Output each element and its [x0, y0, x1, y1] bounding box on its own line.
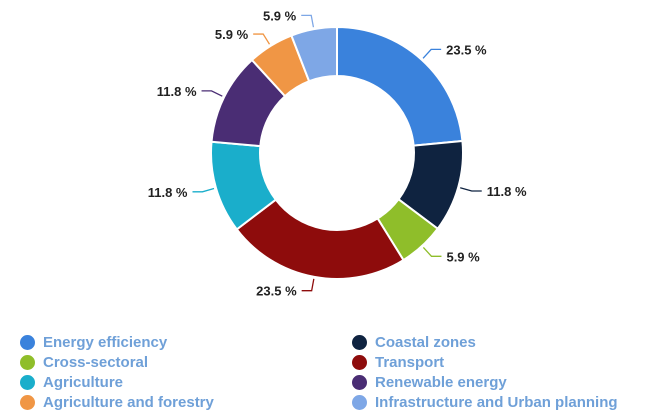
legend-swatch	[352, 374, 367, 390]
legend-label: Transport	[375, 353, 445, 371]
legend-swatch	[352, 394, 367, 410]
legend-swatch	[352, 354, 367, 370]
data-label-coastal-zones: 11.8 %	[487, 184, 527, 199]
slice-infrastructure-and-urban-planning[interactable]	[290, 25, 338, 83]
legend-swatch	[20, 394, 35, 410]
leader-line-agriculture-and-forestry	[253, 33, 271, 45]
legend-label: Coastal zones	[375, 333, 476, 351]
leader-line-agriculture	[192, 187, 215, 193]
legend-label: Renewable energy	[375, 373, 507, 391]
leader-line-infrastructure-and-urban-planning	[301, 14, 315, 28]
legend-label: Agriculture and forestry	[43, 393, 214, 411]
legend-label: Infrastructure and Urban planning	[375, 393, 618, 411]
data-label-cross-sectoral: 5.9 %	[446, 249, 480, 264]
legend-item-coastal-zones[interactable]: Coastal zones	[352, 332, 476, 352]
legend-item-infrastructure-and-urban-planning[interactable]: Infrastructure and Urban planning	[352, 392, 618, 412]
slice-energy-efficiency[interactable]	[336, 25, 464, 147]
data-label-energy-efficiency: 23.5 %	[446, 42, 487, 57]
data-label-agriculture-and-forestry: 5.9 %	[215, 27, 249, 42]
leader-line-coastal-zones	[460, 187, 482, 192]
legend-item-energy-efficiency[interactable]: Energy efficiency	[20, 332, 167, 352]
legend-swatch	[20, 354, 35, 370]
legend-label: Energy efficiency	[43, 333, 168, 351]
data-label-transport: 23.5 %	[256, 284, 297, 299]
legend-item-cross-sectoral[interactable]: Cross-sectoral	[20, 352, 148, 372]
legend-item-renewable-energy[interactable]: Renewable energy	[352, 372, 507, 392]
leader-line-renewable-energy	[201, 90, 223, 97]
leader-line-cross-sectoral	[422, 247, 442, 257]
legend-item-agriculture[interactable]: Agriculture	[20, 372, 123, 392]
data-label-renewable-energy: 11.8 %	[157, 84, 197, 99]
leader-line-energy-efficiency	[422, 48, 442, 59]
legend: Energy efficiency Coastal zones Cross-se…	[0, 332, 657, 412]
legend-item-agriculture-and-forestry[interactable]: Agriculture and forestry	[20, 392, 214, 412]
leader-line-transport	[301, 278, 315, 292]
legend-label: Cross-sectoral	[43, 353, 149, 371]
data-label-infrastructure-and-urban-planning: 5.9 %	[263, 8, 297, 23]
legend-swatch	[20, 334, 35, 350]
legend-label: Agriculture	[43, 373, 124, 391]
data-label-agriculture: 11.8 %	[148, 185, 188, 200]
legend-item-transport[interactable]: Transport	[352, 352, 444, 372]
legend-swatch	[20, 374, 35, 390]
legend-swatch	[352, 334, 367, 350]
